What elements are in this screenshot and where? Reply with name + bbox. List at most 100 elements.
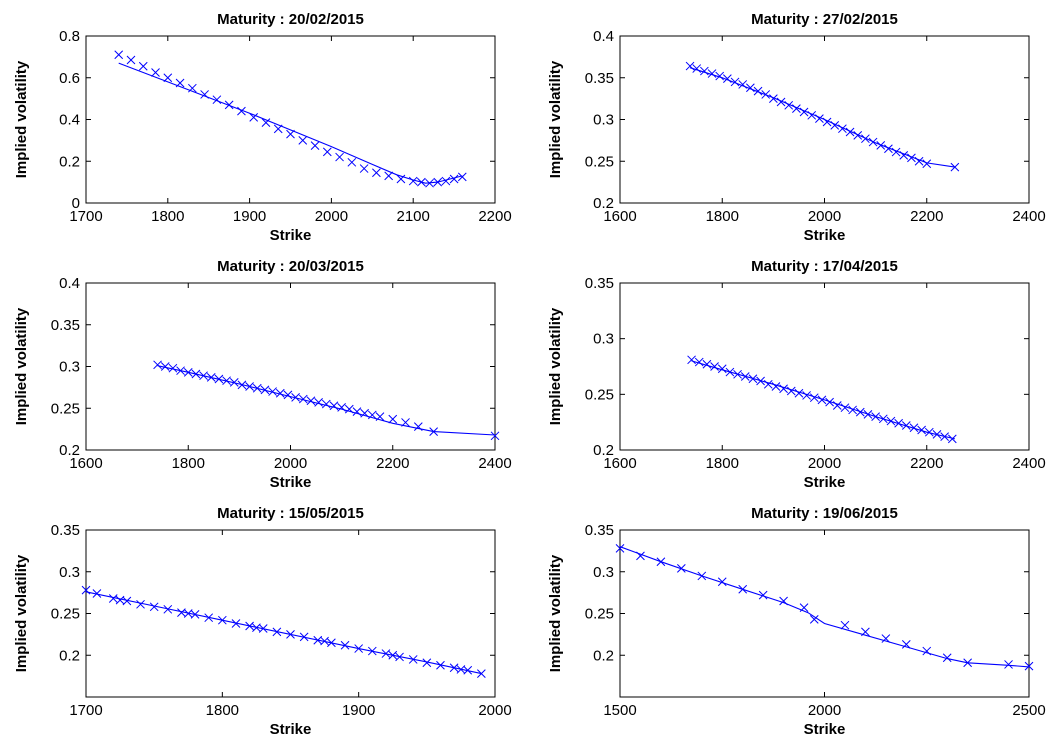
chart-panel-4: Maturity : 17/04/2015 Strike Implied volat… (547, 258, 1046, 491)
data-point-marker (126, 55, 136, 65)
y-tick-label: 0.35 (51, 317, 80, 334)
y-axis-label: Implied volatility (13, 554, 30, 672)
data-point-marker (408, 176, 418, 186)
data-point-marker (730, 77, 740, 87)
data-point-marker (108, 594, 118, 603)
x-tick-label: 1800 (706, 208, 739, 225)
x-axis-label: Strike (804, 474, 846, 491)
y-tick-label: 0.25 (51, 606, 80, 623)
data-point-marker (92, 589, 102, 598)
data-point-marker (758, 590, 768, 600)
y-tick-label: 0.3 (59, 359, 80, 376)
y-tick-label: 0.25 (585, 153, 614, 170)
chart-panel-1: Maturity : 20/02/2015 Strike Implied volat… (13, 11, 512, 244)
y-tick-label: 0.6 (59, 70, 80, 87)
y-tick-label: 0 (72, 195, 80, 212)
y-tick-label: 0.25 (585, 606, 614, 623)
y-axis-label: Implied volatility (13, 60, 30, 178)
data-point-marker (322, 147, 332, 157)
fitted-curve (689, 67, 955, 168)
data-point-marker (388, 414, 398, 424)
data-point-marker (268, 387, 277, 396)
data-point-marker (422, 658, 432, 668)
chart-title: Maturity : 17/04/2015 (751, 258, 898, 275)
data-point-marker (1024, 661, 1034, 671)
fitted-curve (157, 365, 496, 436)
data-point-marker (922, 159, 932, 169)
fitted-curve (85, 591, 482, 675)
x-tick-label: 2000 (808, 208, 841, 225)
data-point-marker (710, 362, 719, 371)
x-tick-label: 2200 (376, 455, 409, 472)
x-tick-label: 1900 (233, 208, 266, 225)
y-axis-label: Implied volatility (13, 307, 30, 425)
data-point-marker (283, 390, 293, 400)
data-point-marker (615, 544, 625, 553)
data-point-marker (746, 83, 755, 93)
x-tick-label: 2000 (274, 455, 307, 472)
data-point-marker (396, 174, 406, 184)
data-point-marker (168, 363, 178, 373)
data-point-marker (261, 118, 271, 127)
y-axis-label: Implied volatility (547, 554, 564, 672)
axes-frame (619, 529, 1030, 698)
data-point-marker (848, 405, 857, 415)
x-axis-label: Strike (270, 474, 312, 491)
axes-frame (85, 282, 496, 451)
data-point-marker (372, 168, 381, 178)
data-point-marker (802, 391, 811, 400)
data-point-marker (687, 355, 696, 365)
data-point-marker (335, 152, 344, 162)
x-tick-label: 2400 (1012, 208, 1045, 225)
chart-title: Maturity : 15/05/2015 (217, 505, 364, 522)
data-point-marker (942, 653, 952, 663)
fitted-curve (691, 360, 956, 440)
data-point-marker (753, 86, 763, 96)
x-tick-label: 2200 (910, 208, 943, 225)
x-axis-label: Strike (270, 227, 312, 244)
y-tick-label: 0.3 (593, 331, 614, 348)
data-point-marker (441, 176, 451, 186)
data-point-marker (845, 127, 855, 137)
data-point-marker (907, 153, 916, 163)
data-point-marker (298, 136, 308, 145)
data-point-marker (901, 640, 911, 649)
data-point-marker (917, 425, 926, 435)
y-axis-label: Implied volatility (547, 60, 564, 178)
y-tick-label: 0.35 (585, 70, 614, 87)
x-tick-label: 1700 (69, 702, 102, 719)
y-tick-label: 0.2 (593, 442, 614, 459)
x-axis-label: Strike (804, 721, 846, 738)
x-tick-label: 2200 (478, 208, 511, 225)
x-tick-label: 1800 (706, 455, 739, 472)
data-point-marker (947, 434, 957, 444)
axes-frame (85, 35, 496, 204)
data-point-marker (794, 388, 804, 398)
y-tick-label: 0.25 (51, 400, 80, 417)
fitted-curve (619, 546, 1030, 668)
data-point-marker (702, 359, 712, 369)
data-point-marker (786, 386, 796, 396)
data-point-marker (715, 71, 725, 81)
data-point-marker (149, 602, 159, 612)
data-point-marker (881, 634, 891, 643)
x-tick-label: 2000 (808, 702, 841, 719)
y-tick-label: 0.2 (59, 442, 80, 459)
chart-title: Maturity : 19/06/2015 (751, 505, 898, 522)
chart-panel-3: Maturity : 20/03/2015 Strike Implied volat… (13, 258, 512, 491)
data-point-marker (769, 94, 778, 103)
x-axis-label: Strike (270, 721, 312, 738)
data-point-marker (306, 396, 316, 406)
chart-panel-2: Maturity : 27/02/2015 Strike Implied volat… (547, 11, 1046, 244)
data-point-marker (359, 164, 369, 173)
data-point-marker (840, 620, 850, 630)
y-tick-label: 0.25 (585, 386, 614, 403)
y-tick-label: 0.8 (59, 28, 80, 45)
y-tick-label: 0.4 (593, 28, 614, 45)
data-point-marker (367, 410, 377, 420)
y-tick-label: 0.2 (593, 195, 614, 212)
x-tick-label: 2500 (1012, 702, 1045, 719)
data-point-marker (122, 596, 132, 606)
y-tick-label: 0.3 (593, 112, 614, 129)
